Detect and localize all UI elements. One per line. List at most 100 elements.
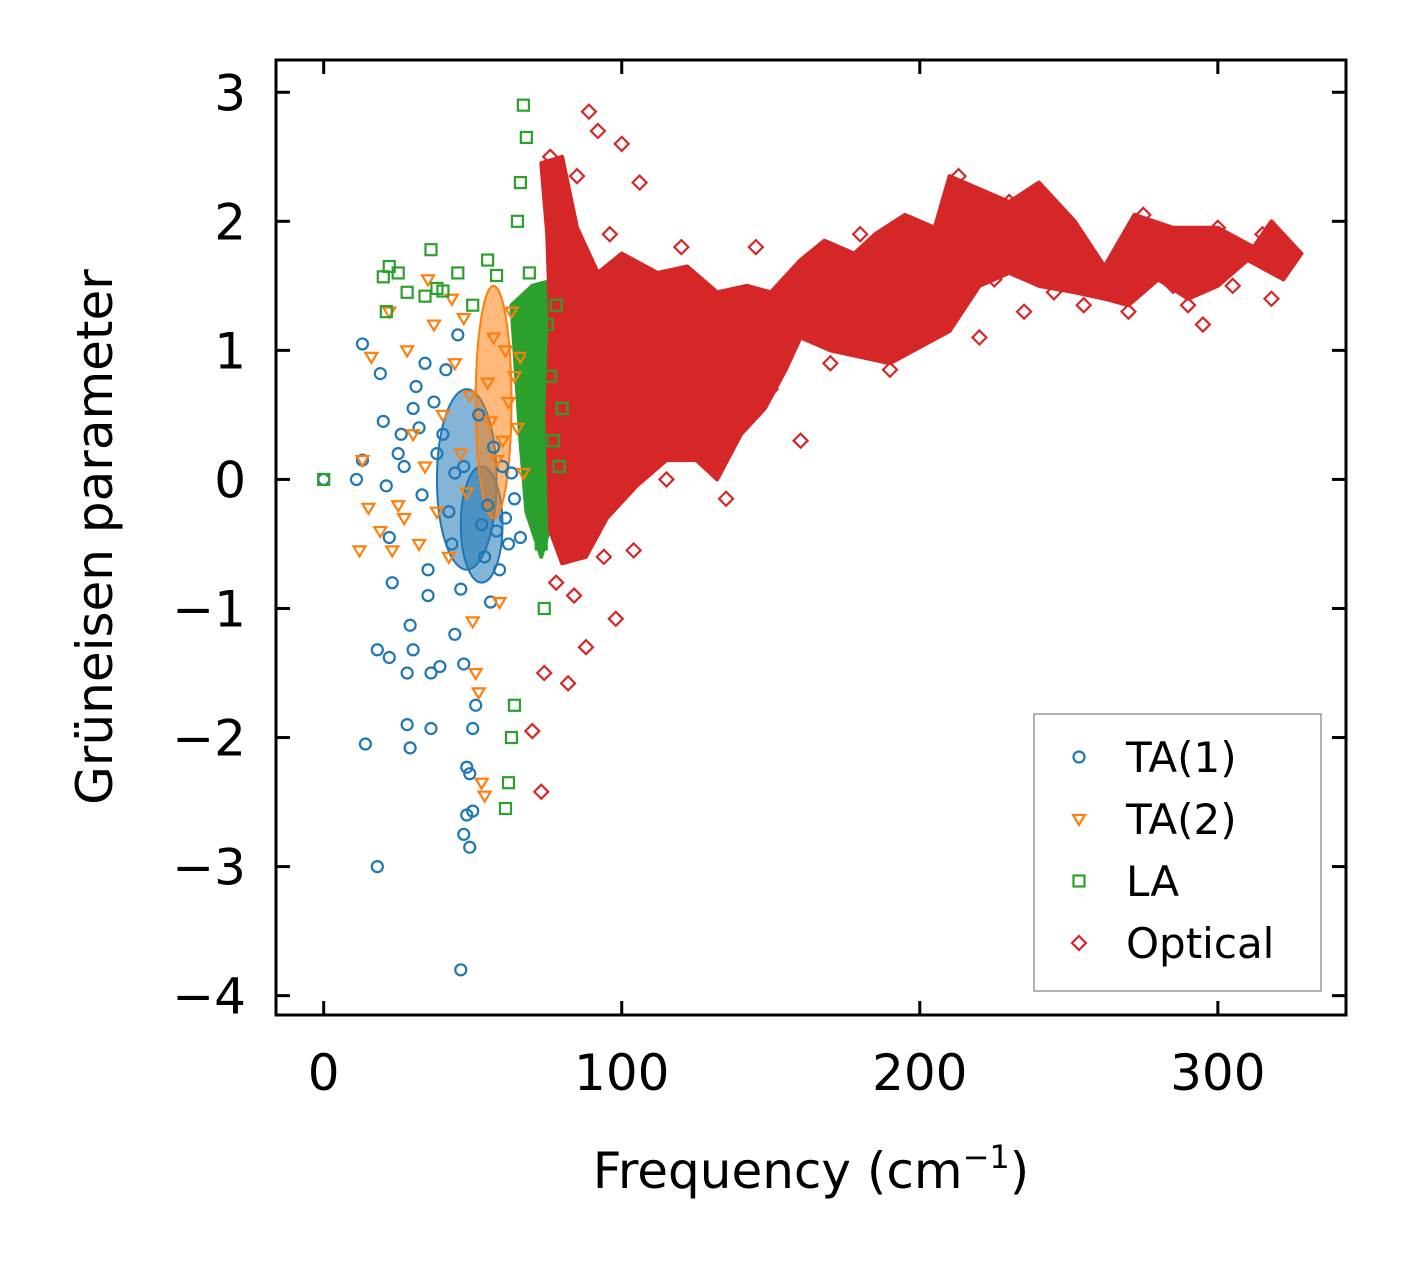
optical-point xyxy=(806,264,825,282)
ta-1-point xyxy=(513,530,528,545)
optical-point xyxy=(1209,219,1227,237)
optical-point xyxy=(702,316,720,334)
la-point xyxy=(534,537,548,551)
optical-point xyxy=(1239,245,1257,263)
optical-point xyxy=(1286,245,1304,263)
la-point xyxy=(501,776,516,790)
optical-point xyxy=(541,148,559,166)
ta-2-point xyxy=(500,396,517,411)
la-point xyxy=(418,289,432,303)
ta-1-point xyxy=(442,505,456,519)
y-tick-label: 0 xyxy=(214,451,246,509)
ta-1-point xyxy=(463,840,477,854)
la-point xyxy=(507,698,522,712)
optical-point xyxy=(1164,277,1182,295)
optical-point xyxy=(1045,283,1063,301)
ta-1-point xyxy=(400,666,414,680)
la-point xyxy=(481,253,495,267)
ta-1-point xyxy=(472,408,486,422)
ta-2-point xyxy=(488,454,505,469)
ta-1-point xyxy=(379,479,393,493)
la-point xyxy=(552,459,566,474)
legend-label-ta-2: TA(2) xyxy=(1125,795,1237,844)
la-point xyxy=(543,369,557,383)
optical-dense-cloud xyxy=(539,154,1304,566)
la-point xyxy=(400,285,414,299)
ta-1-point xyxy=(439,363,453,377)
ta-2-point xyxy=(464,616,481,630)
optical-point xyxy=(535,664,553,682)
la-point xyxy=(451,266,465,280)
ta-1-point xyxy=(504,466,519,480)
optical-point xyxy=(687,393,705,411)
optical-point xyxy=(601,225,619,243)
ta-1-point xyxy=(501,537,516,551)
optical-point xyxy=(762,380,780,398)
optical-point xyxy=(1194,316,1212,334)
ta-2-point xyxy=(476,790,493,804)
ta-2-point xyxy=(434,409,451,424)
optical-point xyxy=(851,225,869,243)
optical-point xyxy=(1119,303,1137,321)
optical-point xyxy=(949,167,968,185)
ta-1-point xyxy=(370,643,384,657)
ta-2-point xyxy=(411,538,428,553)
optical-point xyxy=(583,264,601,282)
ta-1-point xyxy=(466,721,480,736)
ta-2-point xyxy=(512,351,529,365)
ta-1-point xyxy=(418,356,432,370)
ta-1-point xyxy=(507,492,522,506)
optical-point xyxy=(970,328,988,347)
ta-1-point xyxy=(451,328,465,342)
ta-1-point xyxy=(457,459,471,474)
ta-1-point xyxy=(400,718,414,732)
legend-label-ta-1: TA(1) xyxy=(1125,733,1237,782)
optical-point xyxy=(896,251,914,269)
ta-1-point xyxy=(415,488,429,502)
ta-1-point xyxy=(466,804,480,818)
ta-2-point xyxy=(497,345,514,359)
ta-1-point xyxy=(355,337,370,351)
optical-point xyxy=(568,167,586,185)
la-point xyxy=(519,130,533,145)
ta-1-point xyxy=(492,563,507,577)
ta-2-point xyxy=(509,422,526,436)
optical-point xyxy=(1149,245,1167,263)
optical-point xyxy=(881,361,899,379)
y-tick-label: −1 xyxy=(172,580,246,638)
ta-2-point xyxy=(458,487,475,501)
ta-2-point xyxy=(390,500,407,514)
ta-2-point xyxy=(455,313,472,327)
optical-point xyxy=(941,206,959,224)
optical-point xyxy=(580,103,598,121)
optical-point xyxy=(836,316,854,334)
ta-1-point xyxy=(463,767,477,781)
ta-2-point xyxy=(479,377,496,391)
ta-1-point xyxy=(478,550,492,564)
optical-point xyxy=(747,238,765,256)
legend-frame xyxy=(1033,713,1322,992)
ta-1-point xyxy=(448,627,462,641)
ta-2-point xyxy=(396,513,413,527)
la-point xyxy=(510,214,525,228)
y-axis-label: Grüneisen parameter xyxy=(66,269,124,805)
optical-point xyxy=(642,277,661,295)
ta-1-point xyxy=(424,666,438,680)
optical-point xyxy=(792,432,810,450)
ta-1-point xyxy=(412,421,426,435)
optical-point xyxy=(1060,257,1078,276)
optical-point xyxy=(559,674,577,692)
y-tick-label: 3 xyxy=(214,64,246,122)
ta-2-point xyxy=(372,525,389,540)
y-tick-label: 2 xyxy=(214,193,246,251)
optical-point xyxy=(625,541,643,559)
la-point xyxy=(537,601,551,616)
la-point xyxy=(498,801,513,816)
ta-2-point xyxy=(452,448,469,462)
ta-2-point xyxy=(467,667,484,682)
ta-1-point xyxy=(385,576,399,590)
la-point xyxy=(540,317,554,332)
optical-point xyxy=(821,354,839,372)
optical-point xyxy=(613,135,631,153)
ta-1-point xyxy=(457,827,471,841)
